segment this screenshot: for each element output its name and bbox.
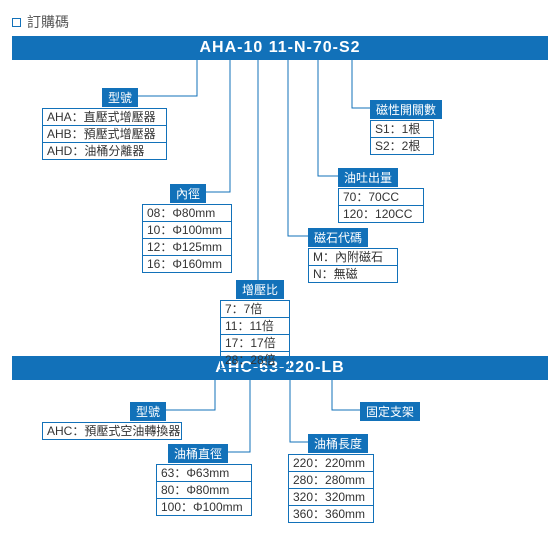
table-row: 10：Φ100mm: [143, 221, 231, 238]
table-row: 12：Φ125mm: [143, 238, 231, 255]
connector-lines-2: [12, 380, 552, 530]
label-dia: 油桶直徑: [168, 444, 228, 463]
table-row: AHD：油桶分離器: [43, 142, 166, 159]
table-row: N：無磁: [309, 265, 397, 282]
diagram-2: 型號 AHC：預壓式空油轉換器 油桶直徑 63：Φ63mm 80：Φ80mm 1…: [12, 380, 548, 530]
table-row: 11：11倍: [221, 317, 289, 334]
table-row: S1：1根: [371, 121, 433, 137]
table-row: AHB：預壓式增壓器: [43, 125, 166, 142]
label-ratio: 增壓比: [236, 280, 284, 299]
table-dia: 63：Φ63mm 80：Φ80mm 100：Φ100mm: [156, 464, 252, 516]
diagram-1: 型號 AHA：直壓式增壓器 AHB：預壓式增壓器 AHD：油桶分離器 內徑 08…: [12, 60, 548, 356]
table-row: AHC：預壓式空油轉換器: [43, 423, 181, 439]
label-len: 油桶長度: [308, 434, 368, 453]
table-row: 17：17倍: [221, 334, 289, 351]
table-magnet: M：內附磁石 N：無磁: [308, 248, 398, 283]
label-model: 型號: [102, 88, 138, 107]
table-row: AHA：直壓式增壓器: [43, 109, 166, 125]
table-row: 28：28倍: [221, 351, 289, 368]
order-code-1: AHA-10 11-N-70-S2: [12, 36, 548, 60]
label-output: 油吐出量: [338, 168, 398, 187]
table-row: 100：Φ100mm: [157, 498, 251, 515]
table-row: 70：70CC: [339, 189, 423, 205]
table-bore: 08：Φ80mm 10：Φ100mm 12：Φ125mm 16：Φ160mm: [142, 204, 232, 273]
table-row: M：內附磁石: [309, 249, 397, 265]
label-switch: 磁性開關數: [370, 100, 442, 119]
table-row: 360：360mm: [289, 505, 373, 522]
table-row: 220：220mm: [289, 455, 373, 471]
section-title-text: 訂購碼: [27, 12, 69, 32]
square-bullet-icon: [12, 18, 21, 27]
table-row: 120：120CC: [339, 205, 423, 222]
table-row: 80：Φ80mm: [157, 481, 251, 498]
section-title: 訂購碼: [12, 12, 548, 32]
table-model: AHA：直壓式增壓器 AHB：預壓式增壓器 AHD：油桶分離器: [42, 108, 167, 160]
table-len: 220：220mm 280：280mm 320：320mm 360：360mm: [288, 454, 374, 523]
label-magnet: 磁石代碼: [308, 228, 368, 247]
table-ratio: 7：7倍 11：11倍 17：17倍 28：28倍: [220, 300, 290, 369]
table-model2: AHC：預壓式空油轉換器: [42, 422, 182, 440]
label-model2: 型號: [130, 402, 166, 421]
label-bore: 內徑: [170, 184, 206, 203]
table-row: 280：280mm: [289, 471, 373, 488]
label-bracket: 固定支架: [360, 402, 420, 421]
table-output: 70：70CC 120：120CC: [338, 188, 424, 223]
table-row: 7：7倍: [221, 301, 289, 317]
table-row: 08：Φ80mm: [143, 205, 231, 221]
table-switch: S1：1根 S2：2根: [370, 120, 434, 155]
table-row: S2：2根: [371, 137, 433, 154]
table-row: 63：Φ63mm: [157, 465, 251, 481]
table-row: 320：320mm: [289, 488, 373, 505]
table-row: 16：Φ160mm: [143, 255, 231, 272]
